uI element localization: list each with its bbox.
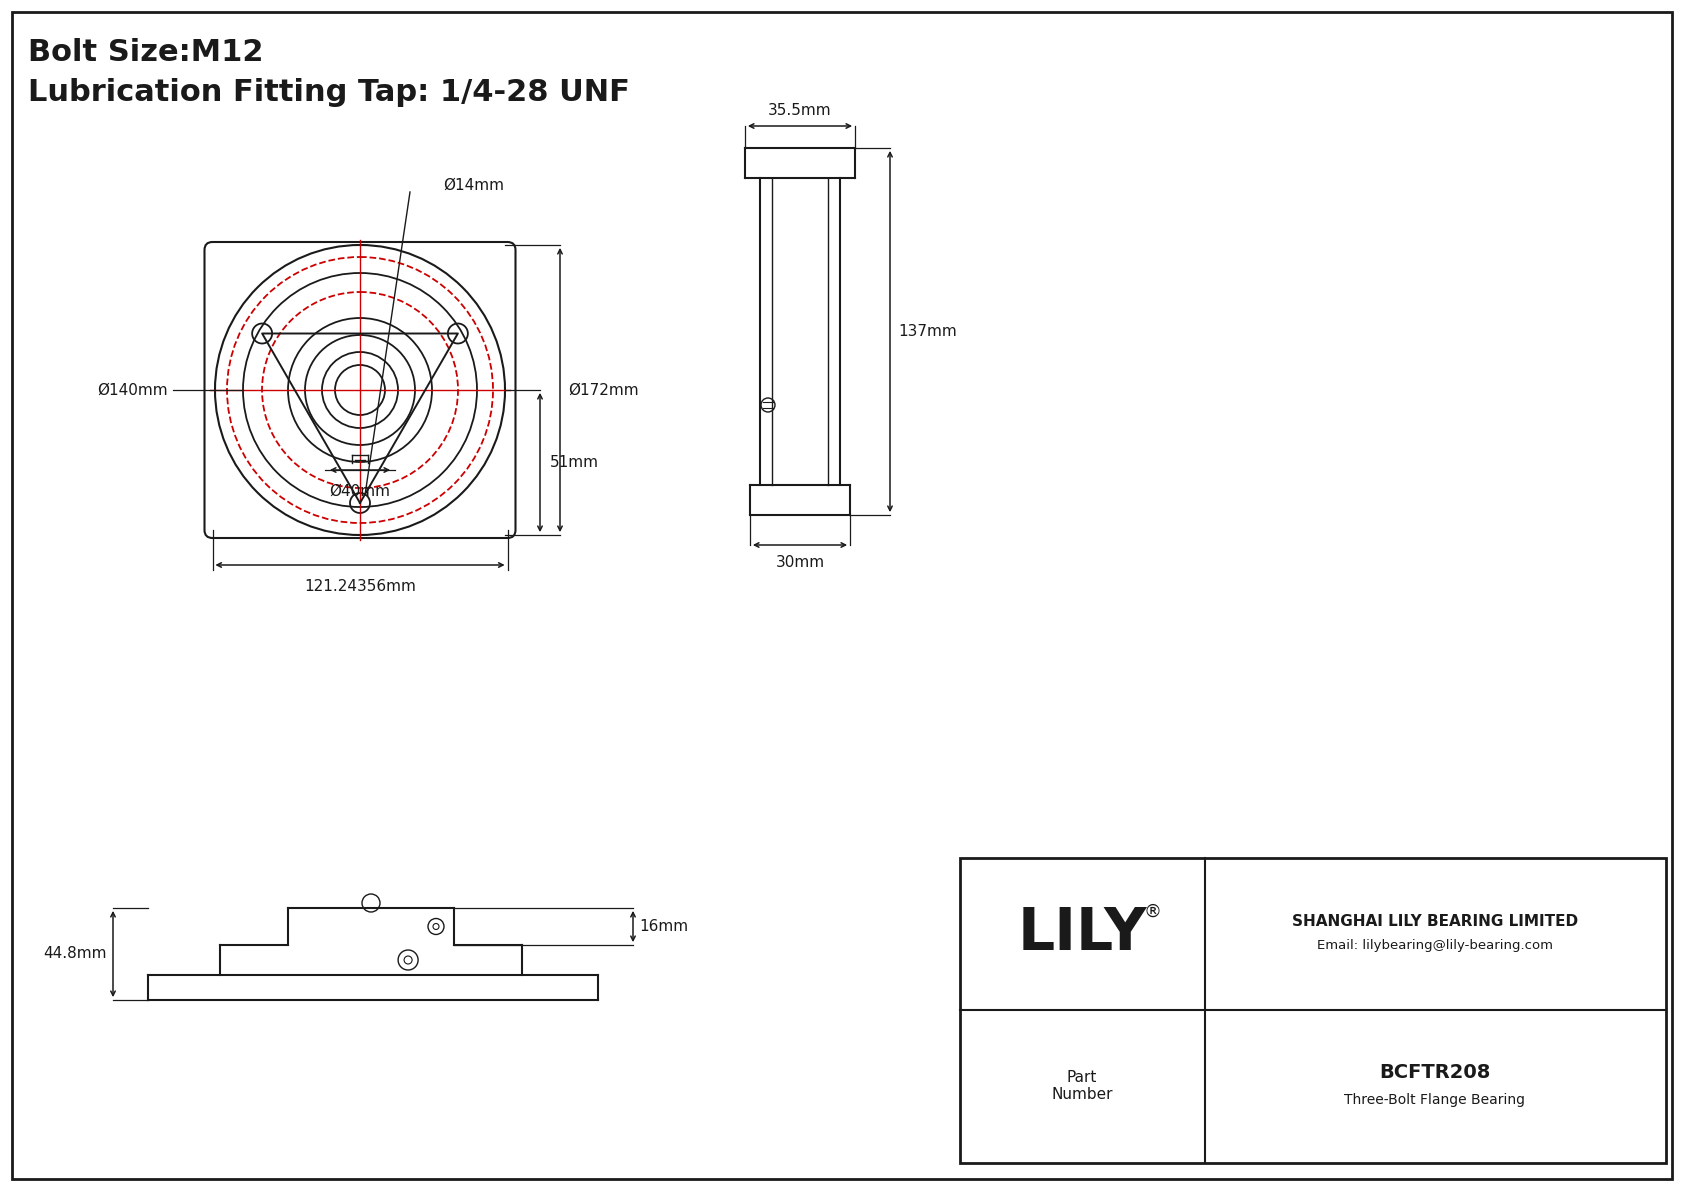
Text: LILY: LILY (1017, 905, 1147, 962)
Text: Ø140mm: Ø140mm (98, 382, 168, 398)
Text: 30mm: 30mm (775, 555, 825, 570)
Text: Part
Number: Part Number (1051, 1070, 1113, 1102)
Text: Lubrication Fitting Tap: 1/4-28 UNF: Lubrication Fitting Tap: 1/4-28 UNF (29, 77, 630, 107)
Text: 16mm: 16mm (638, 919, 689, 934)
Text: SHANGHAI LILY BEARING LIMITED: SHANGHAI LILY BEARING LIMITED (1292, 915, 1578, 929)
Text: Three-Bolt Flange Bearing: Three-Bolt Flange Bearing (1344, 1093, 1526, 1106)
Text: 51mm: 51mm (551, 455, 600, 470)
Text: 44.8mm: 44.8mm (44, 947, 108, 961)
Text: Ø14mm: Ø14mm (443, 177, 504, 193)
Text: BCFTR208: BCFTR208 (1379, 1062, 1490, 1081)
Text: Email: lilybearing@lily-bearing.com: Email: lilybearing@lily-bearing.com (1317, 940, 1553, 953)
Bar (960, 858, 1665, 1162)
Text: ®: ® (1143, 903, 1160, 921)
Text: Ø172mm: Ø172mm (568, 382, 638, 398)
Text: 35.5mm: 35.5mm (768, 102, 832, 118)
Text: Ø40mm: Ø40mm (330, 484, 391, 499)
Text: 121.24356mm: 121.24356mm (305, 579, 416, 594)
Text: 137mm: 137mm (898, 324, 957, 339)
Text: Bolt Size:M12: Bolt Size:M12 (29, 38, 263, 67)
